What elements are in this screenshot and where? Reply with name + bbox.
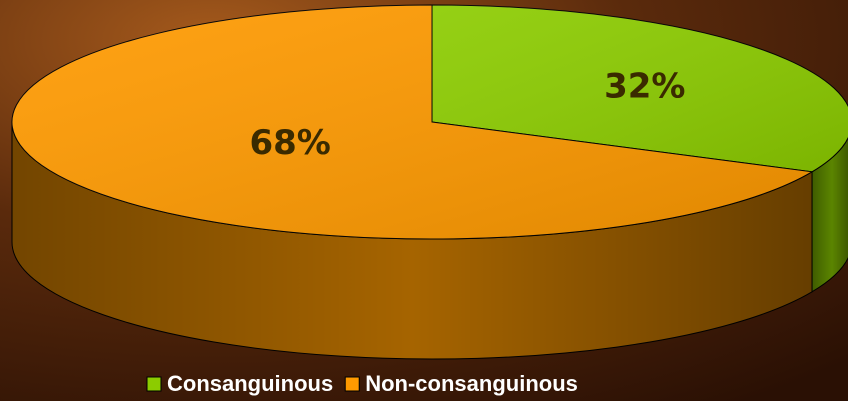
legend: Consanguinous Non-consanguinous xyxy=(146,371,578,396)
slice-gloss xyxy=(432,5,848,172)
slice-gloss xyxy=(11,5,813,240)
legend-swatch xyxy=(344,376,360,392)
legend-swatch xyxy=(146,376,162,392)
legend-label: Consanguinous xyxy=(167,371,333,396)
pie: 32% 68% xyxy=(11,4,848,360)
slice-side-shade xyxy=(12,122,813,360)
data-label: 32% xyxy=(604,67,685,107)
data-label: 68% xyxy=(249,123,330,163)
slice-side-shade xyxy=(812,137,848,292)
legend-label: Non-consanguinous xyxy=(365,371,578,396)
